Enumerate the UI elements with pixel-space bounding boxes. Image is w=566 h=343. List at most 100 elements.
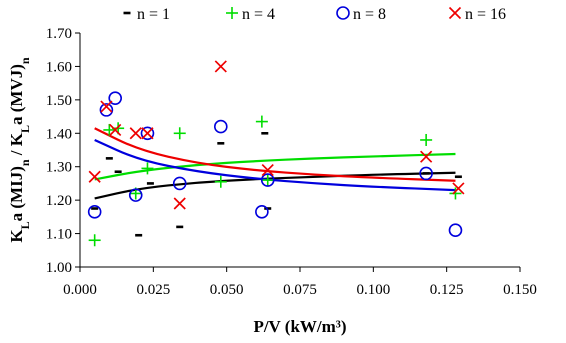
y-axis-title-part: L xyxy=(18,221,32,229)
y-tick-label: 1.60 xyxy=(46,59,72,75)
y-tick-label: 1.00 xyxy=(46,260,72,276)
data-point xyxy=(141,162,154,175)
data-point xyxy=(141,127,154,140)
y-tick-label: 1.40 xyxy=(46,126,72,142)
y-axis-title: KLa (MIJ)n / KLa (MVJ)n xyxy=(7,57,32,243)
trend-line xyxy=(94,138,456,192)
marker-shape xyxy=(261,163,274,177)
data-point xyxy=(260,173,275,187)
data-point xyxy=(108,91,122,105)
marker-shape xyxy=(88,170,101,183)
data-point xyxy=(140,126,155,141)
marker-shape xyxy=(109,123,122,137)
y-axis-title-part: / K xyxy=(7,132,26,159)
trend-line xyxy=(94,127,456,182)
y-tick-label: 1.70 xyxy=(46,26,72,42)
data-point xyxy=(261,174,274,187)
y-axis-title-part: L xyxy=(18,125,32,133)
data-point xyxy=(261,163,274,177)
data-point xyxy=(88,234,101,247)
trend-line xyxy=(94,171,456,200)
x-tick-label: 0.000 xyxy=(63,282,97,298)
marker-shape xyxy=(448,223,463,238)
marker-shape xyxy=(448,6,462,20)
data-point xyxy=(214,119,228,134)
legend-item: n = 4 xyxy=(226,6,275,23)
legend-marker xyxy=(226,7,238,19)
legend-item: n = 8 xyxy=(336,6,386,23)
trend-lines xyxy=(94,127,456,200)
x-tick-label: 0.025 xyxy=(136,282,170,298)
legend-label: n = 4 xyxy=(242,6,275,23)
data-point xyxy=(173,197,186,210)
y-axis-title-part: n xyxy=(18,57,32,64)
marker-shape xyxy=(172,176,187,191)
legend-marker xyxy=(448,6,462,20)
marker-shape xyxy=(214,60,227,73)
data-point xyxy=(448,223,463,238)
data-point xyxy=(255,205,269,219)
data-point xyxy=(87,205,102,219)
marker-shape xyxy=(108,91,122,105)
x-tick-label: 0.150 xyxy=(503,282,537,298)
y-axis-title-part: a (MIJ) xyxy=(7,166,26,221)
marker-shape xyxy=(99,103,114,117)
y-tick-label: 1.30 xyxy=(46,160,72,176)
data-point xyxy=(128,188,143,202)
tick-labels: 1.00 1.10 1.20 1.30 1.40 1.50 1.60 1.70 0.000 0.0… xyxy=(46,26,537,298)
data-point xyxy=(420,150,433,163)
x-tick-label: 0.125 xyxy=(430,282,464,298)
data-point xyxy=(99,103,114,117)
data-point xyxy=(172,176,187,191)
legend-label: n = 16 xyxy=(465,6,506,23)
marker-shape xyxy=(128,188,143,202)
legend-label: n = 8 xyxy=(353,6,386,23)
y-axis-title-part: a (MVJ) xyxy=(7,64,26,125)
marker-shape xyxy=(173,197,186,210)
y-tick-label: 1.10 xyxy=(46,227,72,243)
data-point xyxy=(103,123,116,136)
data-point xyxy=(419,166,433,181)
marker-shape xyxy=(140,126,155,141)
marker-shape xyxy=(129,127,142,140)
axes xyxy=(75,32,521,272)
legend-item: n = 1 xyxy=(123,6,170,23)
marker-shape xyxy=(419,166,433,181)
marker-shape xyxy=(420,150,433,163)
legend-item: n = 16 xyxy=(448,6,506,23)
legend-label: n = 1 xyxy=(137,6,170,23)
trend-line xyxy=(94,152,456,181)
data-point xyxy=(173,127,186,140)
data-point xyxy=(214,60,227,73)
y-tick-label: 1.20 xyxy=(46,193,72,209)
data-point xyxy=(88,170,101,183)
data-point xyxy=(100,100,113,113)
x-tick-label: 0.075 xyxy=(283,282,317,298)
data-point xyxy=(129,127,142,140)
data-points xyxy=(87,60,465,247)
y-axis-title-part: n xyxy=(18,159,32,166)
marker-shape xyxy=(214,119,228,134)
legend: n = 1 n = 4 n = 8 n = 16 xyxy=(123,6,506,23)
marker-shape xyxy=(336,6,350,20)
marker-shape xyxy=(100,100,113,113)
marker-shape xyxy=(255,205,269,219)
marker-shape xyxy=(452,182,465,195)
x-tick-label: 0.050 xyxy=(210,282,244,298)
marker-shape xyxy=(87,205,102,219)
data-point xyxy=(214,175,227,188)
data-point xyxy=(420,133,433,146)
data-point xyxy=(255,115,268,128)
marker-shape xyxy=(260,173,275,187)
data-point xyxy=(449,187,462,200)
x-axis-title: P/V (kW/m³) xyxy=(253,317,346,336)
y-tick-label: 1.50 xyxy=(46,93,72,109)
data-point xyxy=(452,182,465,195)
x-tick-label: 0.100 xyxy=(356,282,390,298)
legend-marker xyxy=(336,6,350,20)
marker-shape xyxy=(141,127,154,140)
y-axis-title-part: K xyxy=(7,229,26,243)
data-point xyxy=(109,123,122,137)
